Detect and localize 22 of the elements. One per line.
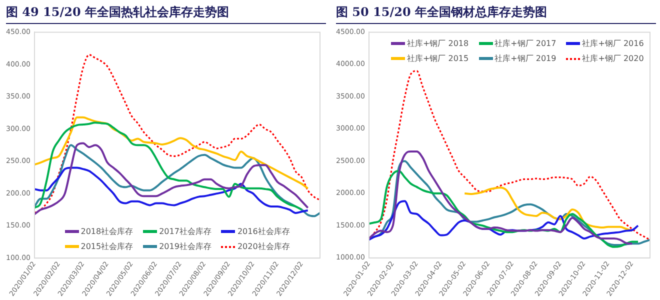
legend-label: 2015社会库存 [80, 241, 134, 252]
legend-label: 2016社会库存 [237, 226, 290, 238]
legend-label: 社库+钢厂 2017 [494, 38, 556, 50]
legend-label: 2020社会库存 [237, 241, 290, 252]
legend-label: 社库+钢厂 2019 [494, 53, 556, 64]
line-series [33, 166, 309, 214]
legend-label: 社库+钢厂 2018 [407, 38, 469, 50]
line-series [368, 170, 640, 248]
legend-label: 社库+钢厂 2015 [407, 53, 469, 64]
chart-title: 图 49 15/20 年全国热轧社会库存走势图 [6, 4, 326, 24]
legend-label: 2018社会库存 [80, 226, 134, 238]
line-series [34, 54, 321, 214]
line-series [464, 186, 634, 232]
legend-label: 社库+钢厂 2020 [582, 53, 644, 64]
legend-label: 社库+钢厂 2016 [582, 38, 644, 50]
line-series [33, 122, 303, 211]
line-series [33, 116, 309, 190]
legend-label: 2019社会库存 [159, 241, 212, 252]
chart-title: 图 50 15/20 年全国钢材总库存走势图 [336, 4, 656, 24]
line-series [368, 150, 634, 245]
legend-label: 2017社会库存 [159, 226, 212, 238]
line-series [368, 200, 640, 241]
